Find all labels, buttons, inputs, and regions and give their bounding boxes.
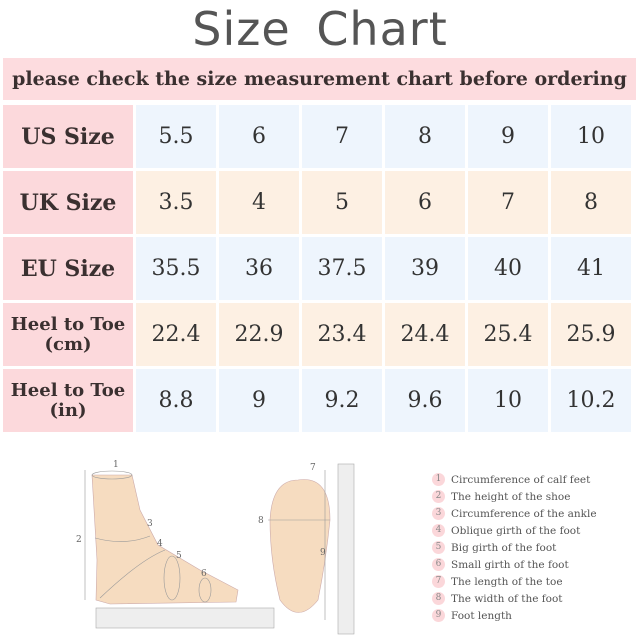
size-cell: 10.2 bbox=[551, 369, 631, 432]
legend-item: 7 The length of the toe bbox=[432, 573, 597, 590]
size-cell: 9.6 bbox=[385, 369, 465, 432]
legend-text: Circumference of the ankle bbox=[451, 507, 597, 520]
legend-item: 3 Circumference of the ankle bbox=[432, 505, 597, 522]
table-row: EU Size 35.5 36 37.5 39 40 41 bbox=[3, 237, 631, 300]
row-label: UK Size bbox=[3, 171, 133, 234]
page-title: Size Chart bbox=[192, 2, 448, 56]
size-cell: 37.5 bbox=[302, 237, 382, 300]
svg-text:3: 3 bbox=[147, 519, 153, 529]
legend-text: The height of the shoe bbox=[451, 490, 571, 503]
measurement-legend: 1 Circumference of calf feet 2 The height o… bbox=[432, 471, 597, 624]
svg-text:2: 2 bbox=[76, 535, 82, 545]
svg-text:4: 4 bbox=[157, 539, 163, 549]
table-row: UK Size 3.5 4 5 6 7 8 bbox=[3, 171, 631, 234]
side-foot-drawing: 1 2 34 5 6 bbox=[76, 460, 275, 629]
legend-number: 9 bbox=[432, 609, 445, 622]
svg-text:9: 9 bbox=[320, 548, 326, 558]
foot-measurement-illustration: 1 2 34 5 6 7 8 9 bbox=[76, 460, 355, 635]
legend-number: 1 bbox=[432, 473, 445, 486]
size-cell: 5 bbox=[302, 171, 382, 234]
size-cell: 4 bbox=[219, 171, 299, 234]
legend-text: Big girth of the foot bbox=[451, 541, 557, 554]
table-row: Heel to Toe (cm) 22.4 22.9 23.4 24.4 25.4 25.9 bbox=[3, 303, 631, 366]
legend-text: Oblique girth of the foot bbox=[451, 524, 581, 537]
svg-text:1: 1 bbox=[113, 460, 119, 470]
size-cell: 6 bbox=[219, 105, 299, 168]
svg-text:8: 8 bbox=[258, 516, 264, 526]
legend-text: Small girth of the foot bbox=[451, 558, 569, 571]
legend-item: 6 Small girth of the foot bbox=[432, 556, 597, 573]
row-label: Heel to Toe (cm) bbox=[3, 303, 133, 366]
legend-number: 6 bbox=[432, 558, 445, 571]
legend-number: 4 bbox=[432, 524, 445, 537]
legend-item: 2 The height of the shoe bbox=[432, 488, 597, 505]
size-cell: 6 bbox=[385, 171, 465, 234]
size-cell: 22.9 bbox=[219, 303, 299, 366]
size-cell: 35.5 bbox=[136, 237, 216, 300]
size-cell: 9.2 bbox=[302, 369, 382, 432]
size-cell: 7 bbox=[468, 171, 548, 234]
size-cell: 8 bbox=[385, 105, 465, 168]
size-cell: 10 bbox=[468, 369, 548, 432]
legend-item: 8 The width of the foot bbox=[432, 590, 597, 607]
table-row: Heel to Toe (in) 8.8 9 9.2 9.6 10 10.2 bbox=[3, 369, 631, 432]
size-cell: 39 bbox=[385, 237, 465, 300]
legend-text: Foot length bbox=[451, 609, 512, 622]
size-cell: 9 bbox=[468, 105, 548, 168]
ruler-vertical bbox=[337, 463, 355, 635]
size-cell: 8.8 bbox=[136, 369, 216, 432]
svg-text:7: 7 bbox=[310, 463, 316, 473]
legend-number: 2 bbox=[432, 490, 445, 503]
legend-text: The width of the foot bbox=[451, 592, 563, 605]
size-cell: 8 bbox=[551, 171, 631, 234]
instruction-banner: please check the size measurement chart … bbox=[3, 58, 636, 100]
legend-item: 5 Big girth of the foot bbox=[432, 539, 597, 556]
row-label: EU Size bbox=[3, 237, 133, 300]
svg-text:5: 5 bbox=[176, 551, 182, 561]
legend-item: 1 Circumference of calf feet bbox=[432, 471, 597, 488]
ruler-horizontal bbox=[95, 607, 275, 629]
table-row: US Size 5.5 6 7 8 9 10 bbox=[3, 105, 631, 168]
svg-text:6: 6 bbox=[201, 569, 207, 579]
row-label: Heel to Toe (in) bbox=[3, 369, 133, 432]
legend-item: 9 Foot length bbox=[432, 607, 597, 624]
size-cell: 41 bbox=[551, 237, 631, 300]
sole-drawing: 7 8 9 bbox=[258, 463, 355, 635]
size-cell: 5.5 bbox=[136, 105, 216, 168]
size-cell: 3.5 bbox=[136, 171, 216, 234]
size-cell: 40 bbox=[468, 237, 548, 300]
legend-number: 8 bbox=[432, 592, 445, 605]
size-table: US Size 5.5 6 7 8 9 10 UK Size 3.5 4 5 6 7 8 EU Size 35… bbox=[0, 102, 634, 435]
size-cell: 9 bbox=[219, 369, 299, 432]
legend-number: 3 bbox=[432, 507, 445, 520]
legend-number: 7 bbox=[432, 575, 445, 588]
legend-item: 4 Oblique girth of the foot bbox=[432, 522, 597, 539]
size-cell: 10 bbox=[551, 105, 631, 168]
size-cell: 25.9 bbox=[551, 303, 631, 366]
size-cell: 36 bbox=[219, 237, 299, 300]
size-cell: 23.4 bbox=[302, 303, 382, 366]
legend-text: Circumference of calf feet bbox=[451, 473, 591, 486]
size-cell: 7 bbox=[302, 105, 382, 168]
legend-number: 5 bbox=[432, 541, 445, 554]
row-label: US Size bbox=[3, 105, 133, 168]
size-cell: 22.4 bbox=[136, 303, 216, 366]
legend-text: The length of the toe bbox=[451, 575, 563, 588]
size-cell: 25.4 bbox=[468, 303, 548, 366]
size-cell: 24.4 bbox=[385, 303, 465, 366]
